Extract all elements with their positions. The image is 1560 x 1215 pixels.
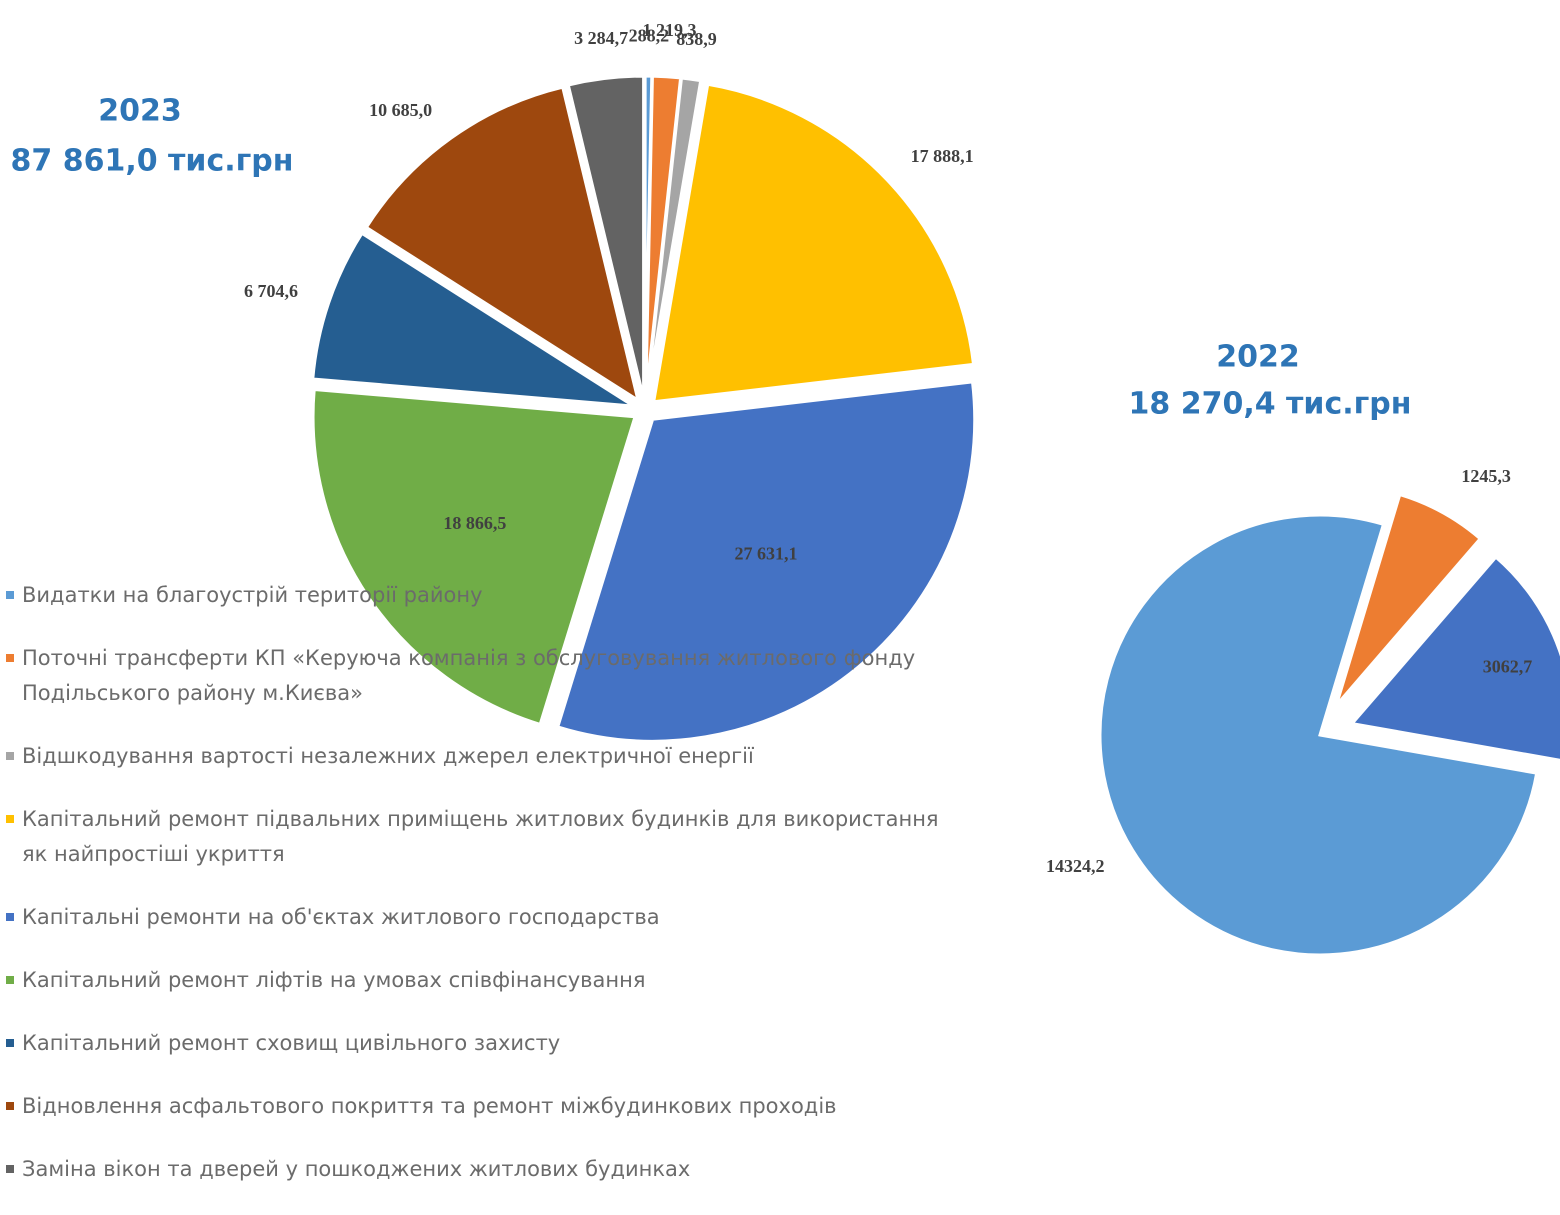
data-label: 838,9 [676, 29, 717, 49]
pie-slice [1334, 492, 1483, 707]
data-label: 17 888,1 [911, 146, 974, 166]
legend-item: Капітальні ремонти на об'єктах житлового… [4, 900, 944, 935]
legend-item: Відшкодування вартості незалежних джерел… [4, 739, 944, 774]
chart: 2023 87 861,0 тис.грн 2022 18 270,4 тис.… [11, 20, 1560, 957]
data-label: 288,2 [629, 26, 670, 46]
chart-subtitle: 18 270,4 тис.грн [1129, 387, 1412, 422]
legend-swatch [6, 1102, 14, 1110]
data-label: 3 284,7 [574, 28, 628, 48]
legend-label: Капітальний ремонт сховищ цивільного зах… [22, 1031, 561, 1055]
legend-label: Капітальні ремонти на об'єктах житлового… [22, 905, 660, 929]
data-label: 14324,2 [1046, 856, 1105, 876]
chart-subtitle: 87 861,0 тис.грн [11, 144, 294, 179]
page: 2023 87 861,0 тис.грн 2022 18 270,4 тис.… [6, 19, 1560, 1181]
legend-item: Відновлення асфальтового покриття та рем… [4, 1089, 944, 1124]
legend-swatch [6, 591, 14, 599]
data-label: 10 685,0 [369, 100, 432, 120]
data-label: 18 866,5 [443, 513, 506, 533]
legend-swatch [6, 752, 14, 760]
pie-slice [1098, 513, 1539, 957]
data-label: 6 704,6 [244, 281, 298, 301]
legend-swatch [6, 1039, 14, 1047]
pie-slice [645, 76, 703, 399]
legend-swatch [6, 976, 14, 984]
data-label: 1 219,3 [642, 20, 696, 40]
pie-slice [566, 74, 646, 399]
legend-swatch [6, 913, 14, 921]
legend-label: Капітальний ремонт підвальних приміщень … [22, 807, 939, 866]
legend-item: Капітальний ремонт підвальних приміщень … [4, 802, 944, 872]
legend-item: Капітальний ремонт сховищ цивільного зах… [4, 1026, 944, 1061]
data-label: 27 631,1 [734, 543, 797, 563]
legend-label: Видатки на благоустрій території району [22, 583, 483, 607]
pie-slice [1349, 555, 1560, 762]
legend-label: Заміна вікон та дверей у пошкоджених жит… [22, 1157, 691, 1181]
pie-slice [364, 85, 641, 404]
legend-item: Поточні трансферти КП «Керуюча компанія … [4, 641, 944, 711]
legend-swatch [6, 815, 14, 823]
chart-title: 2023 [98, 94, 182, 129]
data-label: 1245,3 [1461, 466, 1511, 486]
legend-swatch [6, 1165, 14, 1173]
data-label: 3062,7 [1483, 656, 1533, 676]
legend-item: Капітальний ремонт ліфтів на умовах спів… [4, 963, 944, 998]
legend-swatch [6, 654, 14, 662]
legend-label: Поточні трансферти КП «Керуюча компанія … [22, 646, 916, 705]
legend-label: Капітальний ремонт ліфтів на умовах спів… [22, 968, 646, 992]
legend-label: Відшкодування вартості незалежних джерел… [22, 744, 754, 768]
legend-item: Видатки на благоустрій території району [4, 578, 944, 613]
chart-title: 2022 [1216, 340, 1300, 375]
pie-slice [311, 387, 638, 727]
legend-item: Заміна вікон та дверей у пошкоджених жит… [4, 1152, 944, 1187]
pie-slice [651, 82, 976, 404]
legend: Видатки на благоустрій території району П… [4, 578, 944, 1215]
legend-label: Відновлення асфальтового покриття та рем… [22, 1094, 837, 1118]
pie-slice [555, 380, 977, 743]
pie-slice [311, 231, 635, 408]
